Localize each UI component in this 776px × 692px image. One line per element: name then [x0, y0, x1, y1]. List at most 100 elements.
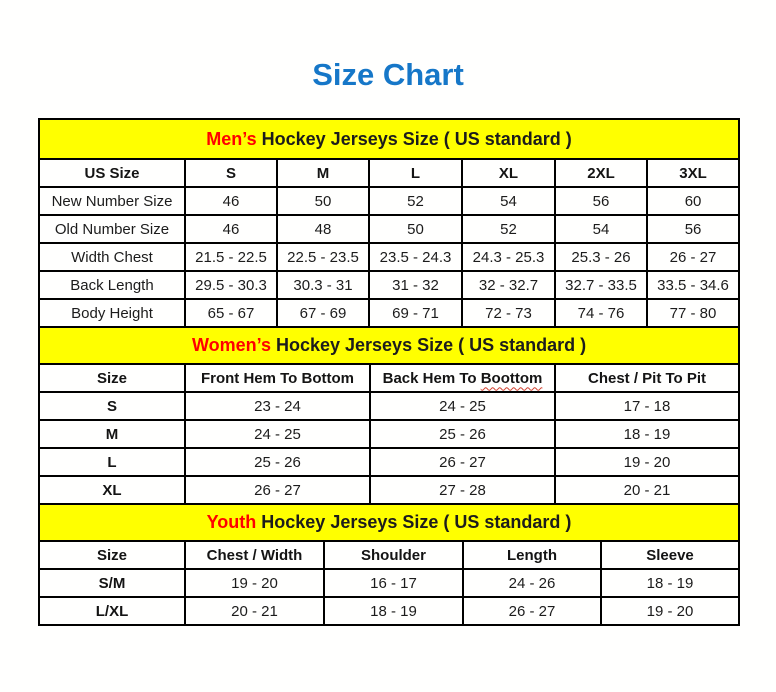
table-cell: 32 - 32.7: [461, 270, 556, 301]
table-row: S 23 - 24 24 - 25 17 - 18: [38, 391, 741, 422]
row-label: S: [38, 391, 186, 422]
table-cell: 32.7 - 33.5: [554, 270, 648, 301]
table-row: Old Number Size 46 48 50 52 54 56: [38, 214, 741, 245]
table-cell: 77 - 80: [645, 298, 741, 329]
table-cell: 46: [184, 214, 278, 245]
table-cell: 54: [554, 214, 648, 245]
column-header-prefix: Back Hem To: [382, 369, 477, 387]
table-cell: 26 - 27: [645, 242, 741, 273]
mens-section-title-rest: Hockey Jerseys Size ( US standard ): [261, 128, 572, 149]
womens-section-title-accent: Women’s: [191, 335, 271, 356]
table-cell: 23.5 - 24.3: [368, 242, 463, 273]
table-cell: 18 - 19: [323, 596, 464, 627]
table-cell: 46: [184, 186, 278, 217]
column-header: Size: [38, 363, 186, 394]
column-header: 2XL: [554, 158, 648, 189]
table-cell: 67 - 69: [276, 298, 370, 329]
column-header: Shoulder: [323, 540, 464, 571]
table-row: Back Length 29.5 - 30.3 30.3 - 31 31 - 3…: [38, 270, 741, 301]
table-cell: 74 - 76: [554, 298, 648, 329]
table-cell: 25.3 - 26: [554, 242, 648, 273]
womens-size-table: Women’s Hockey Jerseys Size ( US standar…: [37, 326, 741, 506]
table-cell: 50: [276, 186, 370, 217]
table-cell: 29.5 - 30.3: [184, 270, 278, 301]
womens-section-band: Women’s Hockey Jerseys Size ( US standar…: [37, 326, 741, 366]
table-cell: 25 - 26: [369, 419, 556, 450]
mens-section-title-accent: Men’s: [206, 128, 257, 149]
youth-section-title-rest: Hockey Jerseys Size ( US standard ): [261, 512, 572, 533]
row-label: XL: [38, 475, 186, 506]
table-cell: 19 - 20: [184, 568, 325, 599]
table-cell: 22.5 - 23.5: [276, 242, 370, 273]
table-row: L 25 - 26 26 - 27 19 - 20: [38, 447, 741, 478]
table-cell: 20 - 21: [184, 596, 325, 627]
table-cell: 50: [368, 214, 463, 245]
column-header: Front Hem To Bottom: [184, 363, 371, 394]
table-cell: 25 - 26: [184, 447, 371, 478]
table-row: S/M 19 - 20 16 - 17 24 - 26 18 - 19: [38, 568, 741, 599]
table-cell: 23 - 24: [184, 391, 371, 422]
row-label: S/M: [38, 568, 186, 599]
table-cell: 26 - 27: [462, 596, 602, 627]
table-cell: 17 - 18: [553, 391, 741, 422]
table-cell: 54: [461, 186, 556, 217]
mens-section-title: Men’s Hockey Jerseys Size ( US standard …: [37, 118, 741, 161]
column-header: US Size: [38, 158, 186, 189]
table-cell: 30.3 - 31: [276, 270, 370, 301]
table-row: M 24 - 25 25 - 26 18 - 19: [38, 419, 741, 450]
row-label: Body Height: [38, 298, 186, 329]
column-header-misspelled: Back Hem To Boottom: [369, 363, 556, 394]
table-cell: 26 - 27: [369, 447, 556, 478]
mens-column-header-row: US Size S M L XL 2XL 3XL: [38, 158, 741, 189]
column-header: M: [276, 158, 370, 189]
table-cell: 24 - 26: [462, 568, 602, 599]
table-row: L/XL 20 - 21 18 - 19 26 - 27 19 - 20: [38, 596, 741, 627]
row-label: New Number Size: [38, 186, 186, 217]
table-cell: 18 - 19: [599, 568, 741, 599]
spellcheck-squiggle-word: Boottom: [480, 369, 543, 387]
table-row: Width Chest 21.5 - 22.5 22.5 - 23.5 23.5…: [38, 242, 741, 273]
table-cell: 27 - 28: [369, 475, 556, 506]
table-cell: 20 - 21: [553, 475, 741, 506]
row-label: L: [38, 447, 186, 478]
table-cell: 33.5 - 34.6: [645, 270, 741, 301]
column-header: L: [368, 158, 463, 189]
table-cell: 19 - 20: [553, 447, 741, 478]
table-cell: 69 - 71: [368, 298, 463, 329]
column-header: S: [184, 158, 278, 189]
mens-size-table: Men’s Hockey Jerseys Size ( US standard …: [37, 118, 741, 329]
youth-column-header-row: Size Chest / Width Shoulder Length Sleev…: [38, 540, 741, 571]
table-cell: 26 - 27: [184, 475, 371, 506]
womens-section-title-rest: Hockey Jerseys Size ( US standard ): [275, 335, 587, 356]
table-cell: 56: [645, 214, 741, 245]
youth-section-title-accent: Youth: [206, 512, 257, 533]
table-cell: 24 - 25: [184, 419, 371, 450]
column-header: Chest / Width: [184, 540, 325, 571]
table-row: Body Height 65 - 67 67 - 69 69 - 71 72 -…: [38, 298, 741, 329]
table-cell: 56: [554, 186, 648, 217]
column-header: Chest / Pit To Pit: [553, 363, 741, 394]
row-label: Old Number Size: [38, 214, 186, 245]
page-title: Size Chart: [312, 57, 464, 92]
table-cell: 31 - 32: [368, 270, 463, 301]
row-label: M: [38, 419, 186, 450]
table-cell: 16 - 17: [323, 568, 464, 599]
youth-section-title: Youth Hockey Jerseys Size ( US standard …: [37, 503, 741, 543]
row-label: Width Chest: [38, 242, 186, 273]
row-label: L/XL: [38, 596, 186, 627]
youth-size-table: Youth Hockey Jerseys Size ( US standard …: [37, 503, 741, 627]
table-row: XL 26 - 27 27 - 28 20 - 21: [38, 475, 741, 506]
table-cell: 19 - 20: [599, 596, 741, 627]
table-row: New Number Size 46 50 52 54 56 60: [38, 186, 741, 217]
womens-column-header-row: Size Front Hem To Bottom Back Hem To Boo…: [38, 363, 741, 394]
table-cell: 65 - 67: [184, 298, 278, 329]
youth-section-band: Youth Hockey Jerseys Size ( US standard …: [37, 503, 741, 543]
column-header: Sleeve: [599, 540, 741, 571]
table-cell: 52: [368, 186, 463, 217]
table-cell: 60: [645, 186, 741, 217]
column-header: Length: [462, 540, 602, 571]
table-cell: 24.3 - 25.3: [461, 242, 556, 273]
table-cell: 21.5 - 22.5: [184, 242, 278, 273]
mens-section-band: Men’s Hockey Jerseys Size ( US standard …: [37, 118, 741, 161]
